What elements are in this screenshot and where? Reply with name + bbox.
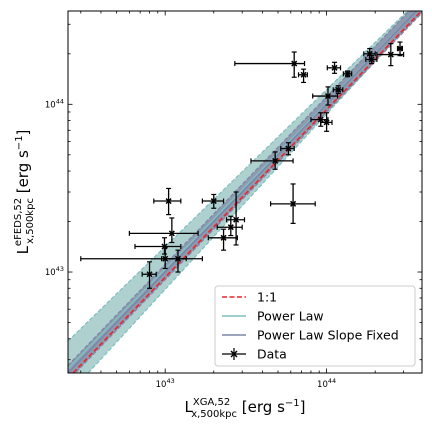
x-marker [300, 71, 307, 78]
y-label-main: L [14, 245, 32, 254]
x-tick-label: 1044 [317, 377, 336, 390]
x-marker [317, 116, 324, 123]
x-label-sub: x,500kpc [191, 409, 237, 420]
one-to-one-line [71, 11, 422, 373]
fit-lines [68, 11, 422, 373]
x-marker [368, 56, 375, 63]
x-label-unit-end: ] [300, 398, 306, 416]
x-marker [396, 45, 404, 52]
x-marker [174, 255, 181, 262]
data-point [250, 151, 294, 170]
legend-entry-power-law-slope-fixed: Power Law Slope Fixed [222, 328, 399, 343]
data-point [201, 193, 225, 209]
x-marker [227, 224, 234, 231]
legend: 1:1 Power Law Power Law Slope Fixed Data [214, 285, 416, 367]
y-axis-label: LeFEDS,52x,500kpc [erg s−1] [13, 130, 36, 255]
data-point [312, 86, 339, 106]
y-label-unit-end: ] [14, 130, 32, 136]
x-label-main: L [185, 398, 194, 416]
slope-fixed-line [68, 11, 418, 373]
x-axis-label: LXGA,52 x,500kpc [erg s−1] [185, 397, 306, 420]
legend-entry-one-to-one: 1:1 [222, 290, 277, 305]
data-point [280, 142, 295, 156]
x-marker [220, 234, 227, 241]
x-marker [168, 230, 175, 237]
y-tick-label: 1043 [45, 265, 64, 278]
x-marker [291, 60, 298, 67]
legend-frame [214, 285, 416, 367]
y-label-unit-exp: −1 [14, 135, 25, 150]
x-marker [146, 271, 153, 278]
data-point [153, 187, 182, 216]
y-tick-label: 1044 [45, 97, 64, 110]
x-marker [344, 70, 351, 77]
x-label-sup: XGA,52 [193, 397, 230, 408]
x-marker [335, 86, 342, 93]
legend-label-data: Data [257, 347, 287, 362]
legend-label-slope-fixed: Power Law Slope Fixed [257, 328, 399, 343]
data-point [160, 249, 187, 273]
legend-label-one-to-one: 1:1 [257, 290, 277, 305]
x-marker [290, 200, 297, 207]
data-point [376, 43, 405, 67]
x-marker [323, 119, 330, 126]
y-label-unit: [erg s [14, 150, 32, 198]
legend-entry-power-law: Power Law [222, 309, 324, 324]
data-point [134, 237, 182, 255]
data-point [225, 191, 246, 246]
power-law-band-upper-edge [68, 11, 409, 342]
data-point [396, 41, 404, 57]
y-label-sub: x,500kpc [25, 198, 36, 244]
x-marker [233, 216, 240, 223]
data-points [80, 41, 405, 289]
axis-ticks: 1043 1044 1043 1044 [45, 11, 422, 390]
x-label-unit-exp: −1 [285, 398, 300, 409]
x-marker [366, 50, 373, 57]
data-point [332, 85, 344, 95]
x-marker [387, 51, 394, 58]
data-point [234, 51, 306, 78]
data-point [342, 70, 353, 78]
y-label-sup: eFEDS,52 [13, 198, 24, 246]
data-point [207, 228, 238, 251]
x-marker [161, 243, 168, 250]
legend-swatch-data [222, 348, 246, 360]
data-point [365, 55, 378, 65]
legend-entry-data: Data [222, 347, 287, 362]
data-point [270, 183, 316, 224]
data-point [297, 68, 308, 84]
x-marker [165, 198, 172, 205]
slope-fixed-band-upper-edge [68, 11, 410, 366]
data-point [326, 61, 342, 74]
power-law-band-lower-edge [87, 11, 422, 373]
x-marker [331, 64, 338, 71]
data-point [320, 112, 333, 132]
data-point [128, 217, 199, 244]
data-point [216, 215, 243, 237]
data-point [141, 261, 157, 289]
slope-fixed-band-lower-edge [74, 12, 422, 373]
x-tick-label: 1043 [156, 377, 175, 390]
x-marker [285, 145, 292, 152]
x-marker [324, 93, 332, 100]
x-marker [210, 198, 217, 205]
legend-label-power-law: Power Law [257, 309, 324, 324]
x-marker [272, 157, 279, 164]
x-label-unit: [erg s [237, 398, 285, 416]
